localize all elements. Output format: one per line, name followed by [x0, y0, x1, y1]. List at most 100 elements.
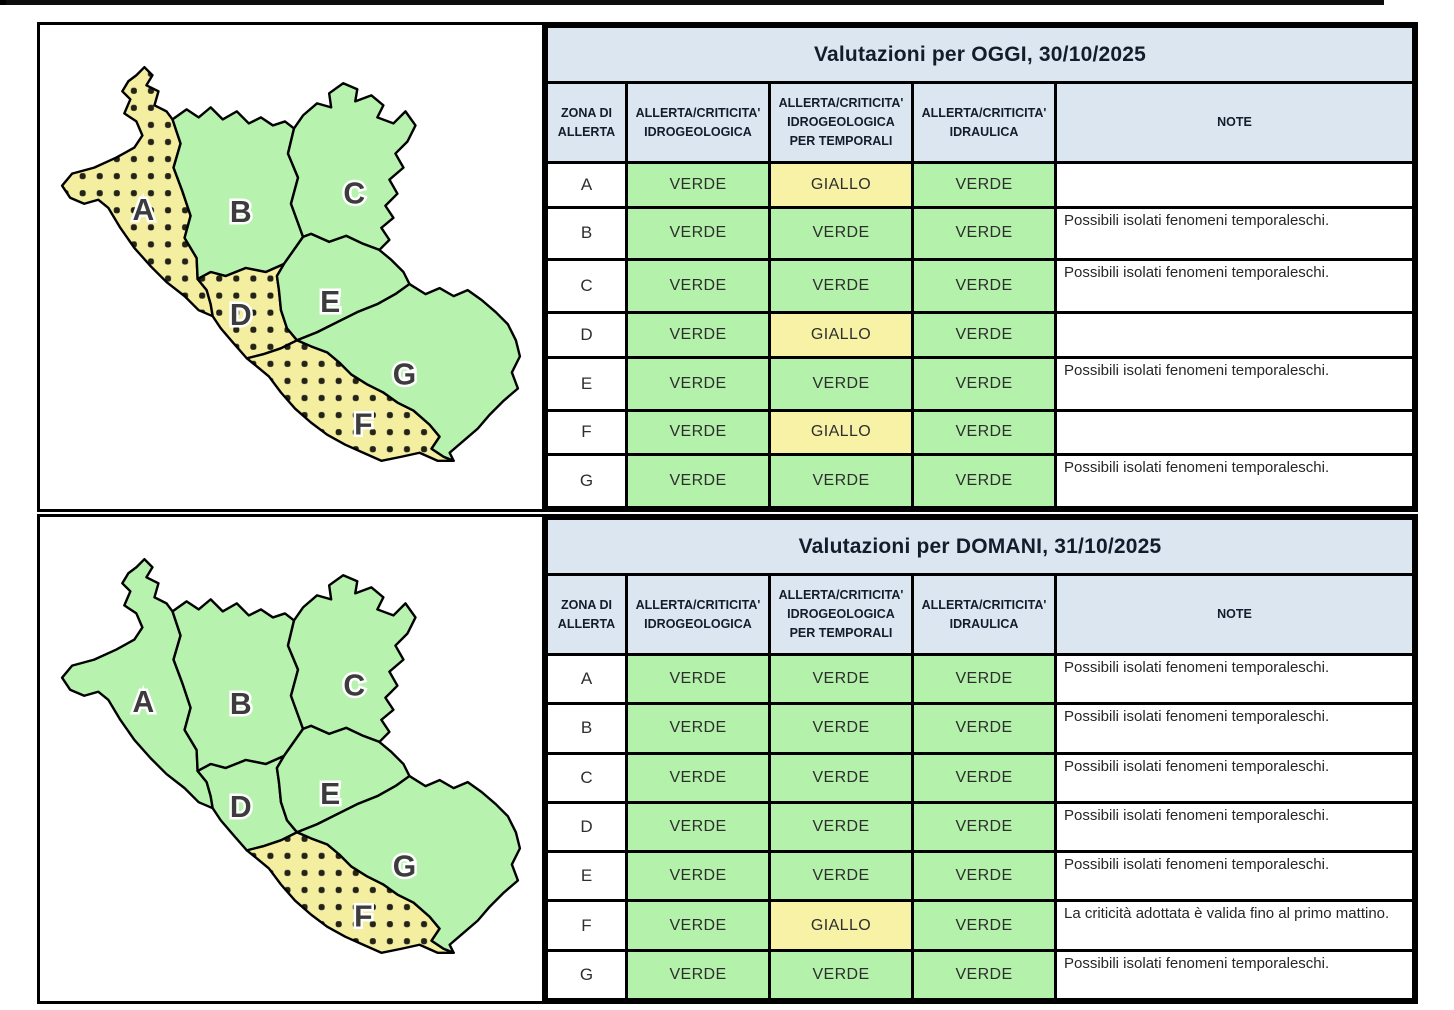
col-header-zona: ZONA DI ALLERTA — [545, 573, 628, 656]
zone-label: D — [230, 299, 252, 332]
idrogeologica-cell: VERDE — [625, 311, 771, 359]
table-row: D VERDE VERDE VERDE Possibili isolati fe… — [545, 800, 1415, 854]
idrogeologica-cell: VERDE — [625, 355, 771, 412]
zone-label: C — [343, 670, 365, 703]
zone-label: B — [230, 688, 252, 721]
table-row: D VERDE GIALLO VERDE — [545, 311, 1415, 359]
note-cell: Possibili isolati fenomeni temporaleschi… — [1054, 702, 1415, 755]
note-cell — [1054, 311, 1415, 359]
idraulica-cell: VERDE — [911, 311, 1057, 359]
table-title-domani: Valutazioni per DOMANI, 31/10/2025 — [545, 517, 1415, 576]
col-header-idrogeologica: ALLERTA/CRITICITA' IDROGEOLOGICA — [625, 81, 771, 164]
idraulica-cell: VERDE — [911, 453, 1057, 509]
zone-cell: F — [545, 899, 628, 952]
table-row: G VERDE VERDE VERDE Possibili isolati fe… — [545, 948, 1415, 1002]
temporali-cell: VERDE — [768, 652, 914, 706]
idraulica-cell: VERDE — [911, 408, 1057, 457]
idraulica-cell: VERDE — [911, 899, 1057, 952]
note-cell — [1054, 161, 1415, 209]
zone-label: D — [230, 791, 252, 824]
table-row: F VERDE GIALLO VERDE — [545, 408, 1415, 457]
note-cell: Possibili isolati fenomeni temporaleschi… — [1054, 205, 1415, 262]
idraulica-cell: VERDE — [911, 355, 1057, 412]
table-section-oggi: Valutazioni per OGGI, 30/10/2025 ZONA DI… — [542, 25, 1415, 509]
zone-shapes — [60, 65, 522, 462]
note-cell: Possibili isolati fenomeni temporaleschi… — [1054, 850, 1415, 903]
lazio-alert-map: A B C D E F G — [60, 557, 522, 954]
zone-label: G — [393, 850, 416, 883]
col-header-zona: ZONA DI ALLERTA — [545, 81, 628, 164]
zone-cell: A — [545, 161, 628, 209]
bulletin-panel-domani: A B C D E F G Valutazioni per DOMANI, 31… — [37, 514, 1418, 1004]
temporali-cell: VERDE — [768, 751, 914, 804]
idraulica-cell: VERDE — [911, 161, 1057, 209]
col-header-temporali: ALLERTA/CRITICITA' IDROGEOLOGICA PER TEM… — [768, 573, 914, 656]
temporali-cell: VERDE — [768, 355, 914, 412]
temporali-cell: VERDE — [768, 258, 914, 315]
alert-table-oggi: Valutazioni per OGGI, 30/10/2025 ZONA DI… — [545, 25, 1415, 509]
zone-cell: A — [545, 652, 628, 706]
alert-table-domani: Valutazioni per DOMANI, 31/10/2025 ZONA … — [545, 517, 1415, 1002]
zone-label: A — [133, 194, 155, 227]
note-cell: Possibili isolati fenomeni temporaleschi… — [1054, 453, 1415, 509]
table-row: F VERDE GIALLO VERDE La criticità adotta… — [545, 899, 1415, 952]
temporali-cell: VERDE — [768, 205, 914, 262]
table-row: A VERDE VERDE VERDE Possibili isolati fe… — [545, 652, 1415, 706]
temporali-cell: VERDE — [768, 800, 914, 854]
note-cell: Possibili isolati fenomeni temporaleschi… — [1054, 652, 1415, 706]
col-header-idraulica: ALLERTA/CRITICITA' IDRAULICA — [911, 573, 1057, 656]
temporali-cell: GIALLO — [768, 161, 914, 209]
note-cell: La criticità adottata è valida fino al p… — [1054, 899, 1415, 952]
zone-label: A — [133, 686, 155, 719]
zone-cell: B — [545, 702, 628, 755]
zone-cell: G — [545, 948, 628, 1002]
zone-label: E — [320, 286, 340, 319]
note-cell: Possibili isolati fenomeni temporaleschi… — [1054, 948, 1415, 1002]
temporali-cell: VERDE — [768, 702, 914, 755]
col-header-idrogeologica: ALLERTA/CRITICITA' IDROGEOLOGICA — [625, 573, 771, 656]
map-zone-G — [295, 774, 522, 954]
map-section-oggi: A B C D E F G — [40, 25, 542, 509]
note-cell: Possibili isolati fenomeni temporaleschi… — [1054, 258, 1415, 315]
temporali-cell: VERDE — [768, 453, 914, 509]
zone-label: C — [343, 178, 365, 211]
idrogeologica-cell: VERDE — [625, 899, 771, 952]
table-row: C VERDE VERDE VERDE Possibili isolati fe… — [545, 751, 1415, 804]
map-zone-C — [286, 574, 417, 744]
table-section-domani: Valutazioni per DOMANI, 31/10/2025 ZONA … — [542, 517, 1415, 1002]
zone-label: F — [354, 901, 372, 934]
lazio-alert-map: A B C D E F G — [60, 65, 522, 462]
table-row: B VERDE VERDE VERDE Possibili isolati fe… — [545, 205, 1415, 262]
idrogeologica-cell: VERDE — [625, 161, 771, 209]
bulletin-panel-oggi: A B C D E F G Valutazioni per OGGI, 30/1… — [37, 22, 1418, 512]
idraulica-cell: VERDE — [911, 652, 1057, 706]
temporali-cell: GIALLO — [768, 899, 914, 952]
idrogeologica-cell: VERDE — [625, 850, 771, 903]
map-zone-G — [295, 282, 522, 462]
table-row: G VERDE VERDE VERDE Possibili isolati fe… — [545, 453, 1415, 509]
zone-label: E — [320, 778, 340, 811]
idraulica-cell: VERDE — [911, 702, 1057, 755]
table-title-oggi: Valutazioni per OGGI, 30/10/2025 — [545, 25, 1415, 84]
table-row: E VERDE VERDE VERDE Possibili isolati fe… — [545, 355, 1415, 412]
zone-cell: D — [545, 311, 628, 359]
idrogeologica-cell: VERDE — [625, 258, 771, 315]
idrogeologica-cell: VERDE — [625, 751, 771, 804]
zone-shapes — [60, 557, 522, 954]
zone-cell: E — [545, 850, 628, 903]
table-row: A VERDE GIALLO VERDE — [545, 161, 1415, 209]
idrogeologica-cell: VERDE — [625, 948, 771, 1002]
zone-cell: D — [545, 800, 628, 854]
cropped-top-border — [0, 0, 1384, 5]
zone-cell: E — [545, 355, 628, 412]
note-cell: Possibili isolati fenomeni temporaleschi… — [1054, 751, 1415, 804]
zone-cell: G — [545, 453, 628, 509]
note-cell — [1054, 408, 1415, 457]
idrogeologica-cell: VERDE — [625, 453, 771, 509]
idrogeologica-cell: VERDE — [625, 702, 771, 755]
zone-label: G — [393, 358, 416, 391]
note-cell: Possibili isolati fenomeni temporaleschi… — [1054, 355, 1415, 412]
map-zone-C — [286, 82, 417, 252]
temporali-cell: VERDE — [768, 948, 914, 1002]
temporali-cell: GIALLO — [768, 408, 914, 457]
